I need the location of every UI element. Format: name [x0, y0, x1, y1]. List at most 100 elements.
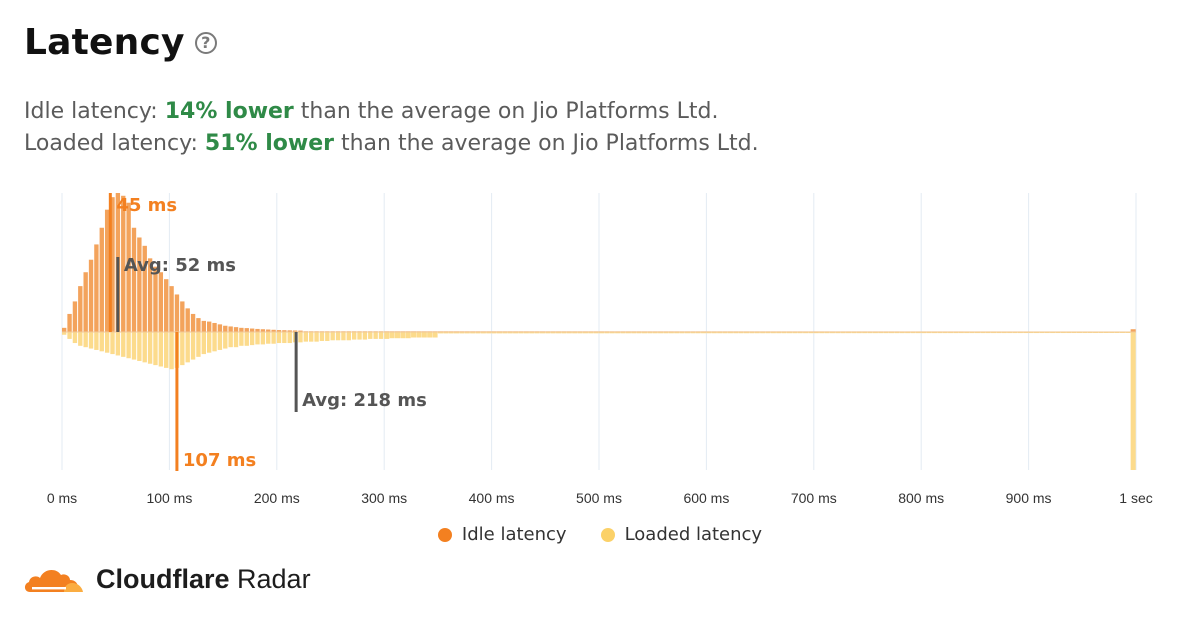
loaded-bar: [303, 332, 309, 342]
loaded-bar: [475, 332, 481, 334]
loaded-bar: [743, 332, 750, 334]
loaded-bar: [421, 332, 427, 338]
loaded-bar: [760, 332, 766, 334]
x-tick-label-1: 100 ms: [146, 490, 192, 506]
loaded-bar: [663, 332, 669, 334]
loaded-bar: [1007, 332, 1013, 334]
loaded-bar: [706, 332, 712, 334]
idle-bar: [180, 301, 185, 332]
idle-summary-suffix: than the average on Jio Platforms Ltd.: [293, 99, 719, 124]
loaded-bar: [722, 332, 728, 334]
loaded-bar: [325, 332, 330, 341]
idle-bar: [271, 329, 276, 332]
idle-summary-prefix: Idle latency:: [24, 99, 165, 124]
loaded-bar: [502, 332, 508, 334]
loaded-bar: [260, 332, 266, 345]
legend-dot-loaded-icon: [600, 527, 615, 542]
loaded-bar: [223, 332, 228, 349]
loaded-bar: [523, 332, 529, 334]
loaded-bar: [754, 332, 760, 334]
loaded-bar: [727, 332, 733, 334]
loaded-bar: [1098, 332, 1104, 334]
loaded-summary-highlight: 51% lower: [204, 131, 334, 156]
loaded-summary-line: Loaded latency: 51% lower than the avera…: [24, 128, 759, 160]
loaded-bar: [142, 332, 147, 363]
loaded-bar: [1044, 332, 1050, 334]
loaded-bar: [287, 332, 292, 344]
loaded-bar: [454, 332, 460, 334]
loaded-bar: [969, 332, 975, 334]
x-tick-label-8: 800 ms: [898, 490, 944, 506]
loaded-bar: [786, 332, 793, 334]
legend-item-idle[interactable]: Idle latency: [437, 524, 567, 545]
brand: Cloudflare Radar: [22, 562, 311, 596]
loaded-bar: [690, 332, 696, 334]
loaded-bar: [330, 332, 335, 341]
loaded-summary-suffix: than the average on Jio Platforms Ltd.: [333, 131, 759, 156]
loaded-bar: [717, 332, 723, 334]
loaded-bar: [797, 332, 803, 334]
loaded-bar: [427, 332, 433, 338]
help-icon[interactable]: ?: [194, 31, 217, 54]
loaded-bar: [534, 332, 540, 334]
x-tick-label-7: 700 ms: [791, 490, 837, 506]
loaded-bar: [582, 332, 588, 334]
loaded-bar: [147, 332, 153, 364]
loaded-bar: [491, 332, 497, 334]
loaded-bar: [829, 332, 835, 334]
loaded-bar: [121, 332, 126, 357]
idle-bar: [72, 301, 78, 332]
loaded-bar: [201, 332, 206, 355]
loaded-bar: [996, 332, 1002, 334]
loaded-bar: [228, 332, 233, 348]
loaded-bar: [631, 332, 637, 334]
loaded-bar: [808, 332, 814, 334]
loaded-bar: [1071, 332, 1077, 334]
loaded-bar: [1103, 332, 1109, 334]
loaded-bar: [137, 332, 142, 361]
idle-bar: [298, 330, 303, 332]
loaded-bar: [384, 332, 390, 339]
loaded-bar: [470, 332, 476, 334]
loaded-bar: [1001, 332, 1007, 334]
loaded-bar: [110, 332, 115, 355]
loaded-bar: [883, 332, 889, 334]
x-tick-label-0: 0 ms: [47, 490, 77, 506]
loaded-bar: [964, 332, 970, 334]
legend-label-loaded: Loaded latency: [624, 524, 763, 545]
loaded-bar: [443, 332, 449, 334]
loaded-bar: [974, 332, 980, 334]
latency-histogram-chart: 45 ms Avg: 52 ms 107 ms Avg: 218 ms 0 ms 100 …: [47, 193, 1153, 506]
loaded-bar: [518, 332, 524, 334]
loaded-bar: [910, 332, 916, 334]
loaded-bar: [695, 332, 701, 334]
loaded-bar: [862, 332, 868, 334]
loaded-bar: [298, 332, 303, 343]
idle-bar: [223, 325, 228, 332]
loaded-bar: [846, 332, 852, 334]
loaded-bar: [749, 332, 755, 334]
idle-bar: [260, 329, 266, 332]
loaded-bar: [604, 332, 610, 334]
loaded-bar: [840, 332, 846, 334]
loaded-bar: [507, 332, 513, 334]
loaded-bar: [62, 332, 67, 335]
loaded-bar: [1109, 332, 1115, 334]
loaded-bar: [486, 332, 492, 334]
loaded-bar: [190, 332, 196, 360]
loaded-bar: [212, 332, 217, 352]
loaded-bar: [1093, 332, 1099, 334]
cloudflare-logo-icon: [24, 569, 83, 592]
loaded-bar: [958, 332, 964, 334]
loaded-bar: [437, 332, 443, 334]
loaded-bar: [711, 332, 717, 334]
loaded-bar: [641, 332, 648, 334]
legend-item-loaded[interactable]: Loaded latency: [600, 524, 763, 545]
loaded-bar: [733, 332, 739, 334]
page-title: Latency: [24, 22, 185, 63]
idle-bar: [1130, 329, 1136, 332]
loaded-bar: [1050, 332, 1056, 334]
loaded-bar: [233, 332, 239, 348]
loaded-bar: [432, 332, 438, 338]
x-tick-label-4: 400 ms: [469, 490, 515, 506]
